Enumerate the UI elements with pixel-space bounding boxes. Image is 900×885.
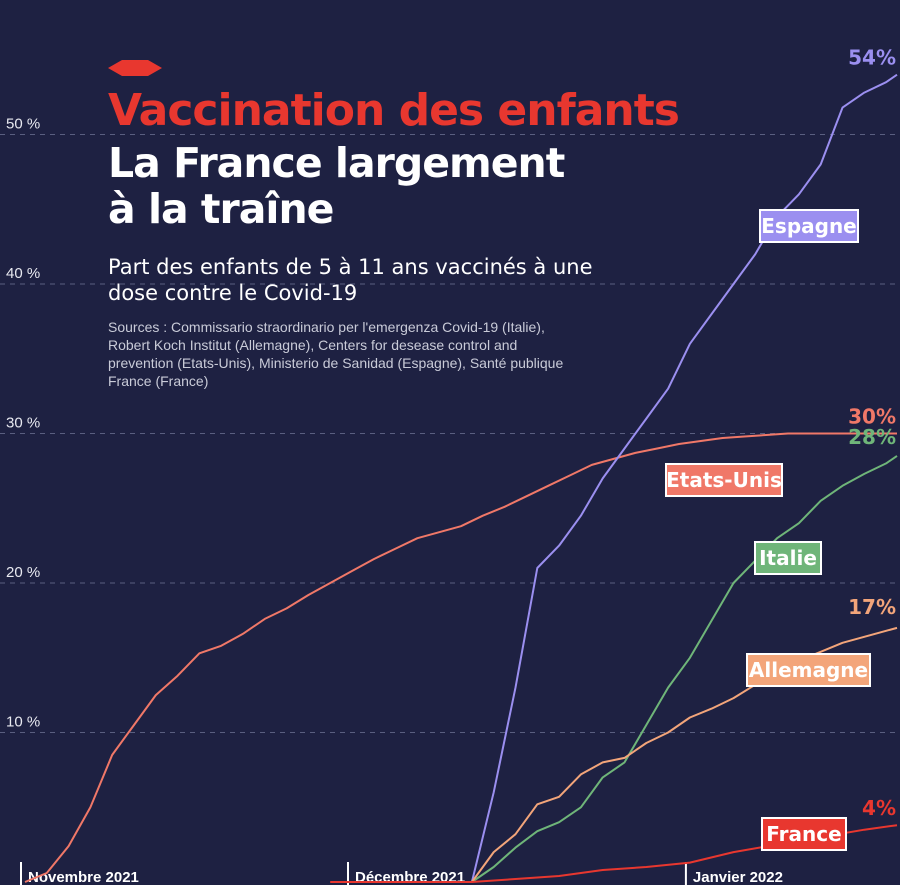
x-tick-label: Janvier 2022	[693, 869, 783, 885]
series-line-italie	[471, 455, 898, 883]
legend-box-espagne	[759, 209, 859, 243]
chart-title: Vaccination des enfants	[108, 85, 680, 136]
legend-box-allemagne	[746, 653, 871, 687]
series-line-espagne	[470, 73, 898, 883]
headline-line-2: à la traîne	[108, 185, 334, 233]
series-label-italie: Italie	[759, 546, 817, 570]
y-tick-label: 50 %	[6, 116, 40, 133]
end-value-label-espagne: 54%	[848, 46, 896, 70]
headline-line-1: La France largement	[108, 139, 565, 187]
chart-headline: La France largement à la traîne	[108, 139, 565, 233]
x-tick-label: Novembre 2021	[28, 869, 139, 885]
end-value-label-italie: 28%	[848, 425, 896, 449]
chart-sources: Sources : Commissario straordinario per …	[108, 319, 564, 389]
series-line-allemagne	[471, 626, 898, 883]
y-tick-label: 30 %	[6, 415, 40, 432]
series-label-allemagne: Allemagne	[749, 658, 868, 682]
legend-box-france	[761, 817, 847, 851]
series-label-france: France	[766, 822, 841, 846]
chart-description: Part des enfants de 5 à 11 ans vaccinés …	[108, 255, 593, 305]
title-diamond-icon	[108, 60, 162, 76]
series-label-espagne: Espagne	[761, 214, 857, 238]
end-value-label-etats-unis: 30%	[848, 405, 896, 429]
series-line-etats-unis	[24, 432, 897, 883]
end-value-label-france: 4%	[862, 796, 896, 820]
y-tick-label: 20 %	[6, 564, 40, 581]
legend-box-italie	[754, 541, 822, 575]
series-label-etats-unis: Etats-Unis	[666, 468, 782, 492]
y-tick-label: 40 %	[6, 265, 40, 282]
legend-box-etats-unis	[665, 463, 783, 497]
y-tick-label: 10 %	[6, 714, 40, 731]
end-value-label-allemagne: 17%	[848, 595, 896, 619]
